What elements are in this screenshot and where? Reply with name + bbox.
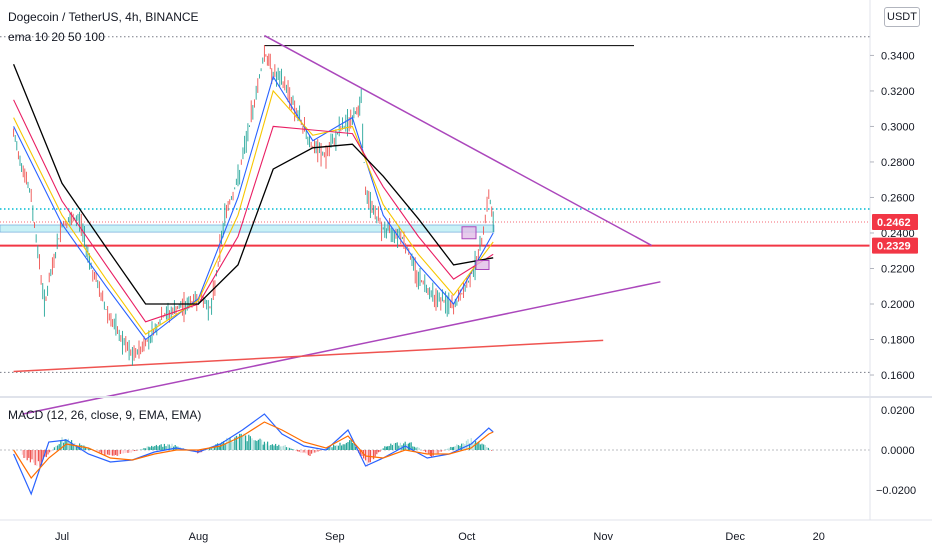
currency-button[interactable]: USDT bbox=[884, 7, 920, 27]
macd-tick-label: 0.0000 bbox=[881, 445, 915, 457]
ema-indicator-label[interactable]: ema 10 20 50 100 bbox=[8, 30, 105, 44]
support-zone bbox=[0, 225, 494, 232]
price-tick-label: 0.3400 bbox=[881, 50, 915, 62]
series-ema-20 bbox=[14, 91, 494, 334]
time-tick-label: Sep bbox=[325, 531, 345, 543]
support-level-label: 0.2329 bbox=[877, 241, 911, 253]
price-tick-label: 0.2800 bbox=[881, 157, 915, 169]
time-tick-label: Aug bbox=[189, 531, 209, 543]
symbol-title[interactable]: Dogecoin / TetherUS, 4h, BINANCE bbox=[8, 10, 199, 24]
price-tick-label: 0.2000 bbox=[881, 299, 915, 311]
time-tick-label: Jul bbox=[55, 531, 69, 543]
marker-box bbox=[476, 260, 489, 269]
long-term-support bbox=[14, 340, 604, 371]
macd-macd-line bbox=[14, 414, 494, 494]
price-tick-label: 0.2200 bbox=[881, 263, 915, 275]
price-tick-label: 0.1800 bbox=[881, 335, 915, 347]
time-tick-label: Nov bbox=[593, 531, 613, 543]
macd-pane bbox=[0, 414, 870, 494]
price-tick-label: 0.1600 bbox=[881, 370, 915, 382]
macd-tick-label: −0.0200 bbox=[876, 485, 916, 497]
time-tick-label: Dec bbox=[725, 531, 745, 543]
price-series bbox=[14, 45, 494, 365]
marker-box bbox=[462, 227, 476, 239]
price-tick-label: 0.3200 bbox=[881, 86, 915, 98]
macd-indicator-label[interactable]: MACD (12, 26, close, 9, EMA, EMA) bbox=[8, 408, 201, 422]
last-price-label: 0.2462 bbox=[877, 217, 911, 229]
horizontal-levels bbox=[0, 37, 870, 373]
price-tick-label: 0.3000 bbox=[881, 121, 915, 133]
price-tick-label: 0.2600 bbox=[881, 192, 915, 204]
series-ema-50 bbox=[14, 100, 494, 322]
descending-resistance bbox=[264, 36, 651, 246]
series-ema-10 bbox=[14, 77, 494, 340]
time-tick-label: Oct bbox=[458, 531, 475, 543]
macd-tick-label: 0.0200 bbox=[881, 405, 915, 417]
time-tick-label: 20 bbox=[813, 531, 825, 543]
